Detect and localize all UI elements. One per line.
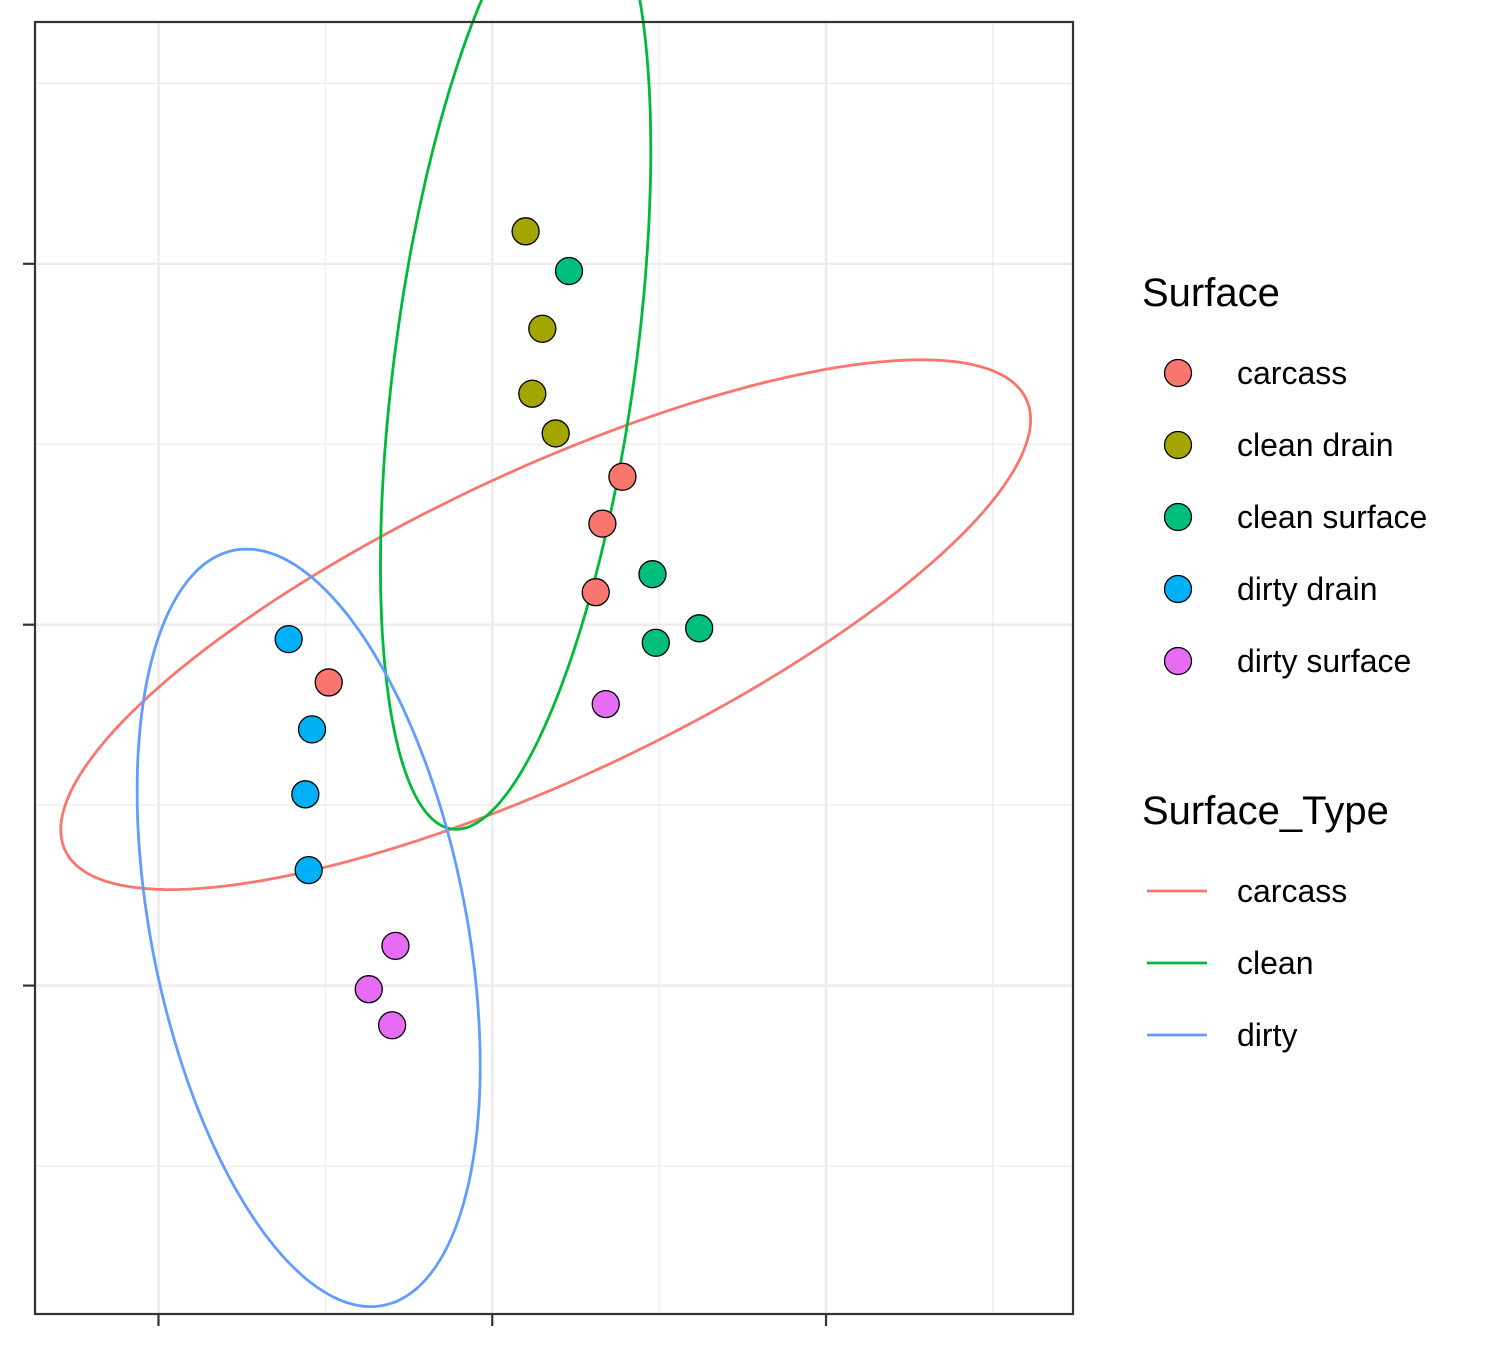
point-dirty-surface-1	[381, 931, 410, 961]
point-legend-key-clean-drain	[1163, 430, 1193, 460]
panel-border	[33, 20, 1075, 1316]
ellipse-clean	[379, 0, 653, 831]
point-legend: carcass clean drain clean surface dirty dra…	[1163, 355, 1427, 679]
point-dirty-drain-3	[294, 855, 323, 885]
point-legend-label-clean-drain: clean drain	[1237, 427, 1394, 463]
ellipse-legend-label-clean: clean	[1237, 945, 1314, 981]
axis-ticks	[23, 262, 828, 1326]
ellipse-legend-label-dirty: dirty	[1237, 1017, 1297, 1053]
point-legend-label-carcass: carcass	[1237, 355, 1347, 391]
points	[274, 217, 714, 1040]
point-dirty-surface-0	[591, 689, 620, 719]
point-carcass-2	[581, 578, 610, 607]
point-carcass-0	[608, 462, 637, 491]
point-carcass-1	[588, 509, 617, 538]
point-carcass-3	[314, 668, 343, 697]
point-legend-key-carcass	[1163, 358, 1193, 388]
point-legend-label-clean-surface: clean surface	[1237, 499, 1427, 535]
ellipse-legend-title: Surface_Type	[1142, 789, 1389, 833]
ellipse-carcass	[59, 358, 1033, 892]
point-legend-key-dirty-surface	[1163, 646, 1193, 676]
point-dirty-drain-2	[291, 780, 320, 809]
point-clean-drain-1	[528, 314, 557, 343]
point-legend-title: Surface	[1142, 271, 1280, 315]
point-clean-surface-0	[554, 256, 584, 286]
point-legend-label-dirty-drain: dirty drain	[1237, 571, 1378, 607]
point-clean-drain-0	[511, 217, 540, 246]
point-clean-surface-1	[638, 560, 667, 589]
point-clean-drain-3	[541, 419, 570, 448]
point-legend-key-dirty-drain	[1163, 574, 1193, 604]
ellipse-dirty	[135, 547, 482, 1309]
point-dirty-drain-0	[274, 624, 303, 654]
point-dirty-drain-1	[297, 715, 327, 744]
panel-background	[35, 22, 1073, 1314]
point-legend-label-dirty-surface: dirty surface	[1237, 643, 1411, 679]
ellipse-legend: carcass clean dirty	[1147, 873, 1347, 1053]
ellipses	[59, 0, 1033, 1309]
point-clean-surface-2	[641, 628, 670, 657]
point-dirty-surface-3	[377, 1011, 407, 1040]
point-clean-drain-2	[518, 379, 547, 408]
point-legend-key-clean-surface	[1163, 502, 1193, 532]
ellipse-legend-label-carcass: carcass	[1237, 873, 1347, 909]
point-dirty-surface-2	[354, 975, 383, 1004]
point-clean-surface-3	[685, 614, 714, 643]
